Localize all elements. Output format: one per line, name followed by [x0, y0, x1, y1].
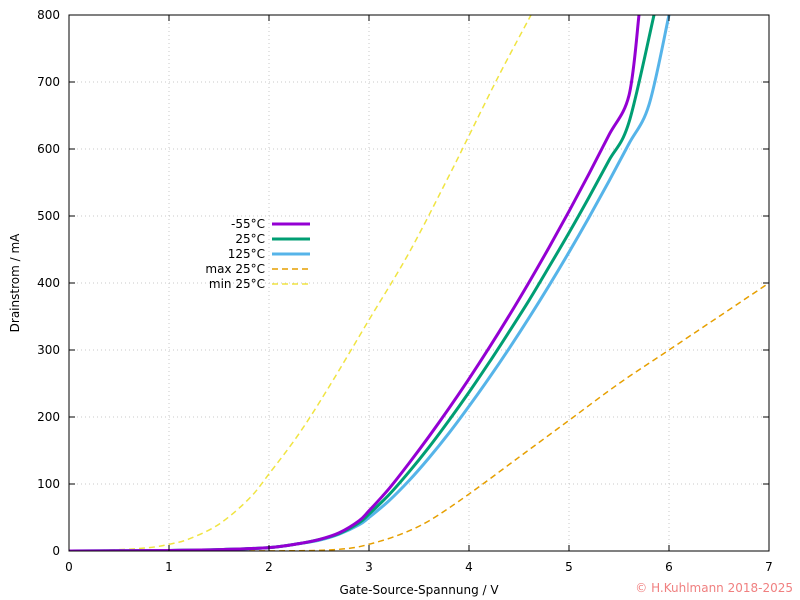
- grid: [69, 15, 769, 551]
- x-tick-label: 7: [765, 560, 773, 574]
- y-tick-label: 100: [37, 477, 60, 491]
- axis-ticks: 0 1 2 3 4 5 6 7 0 100 200 300 400 500 600 700 800: [37, 8, 773, 574]
- y-tick-label: 400: [37, 276, 60, 290]
- x-tick-label: 1: [165, 560, 173, 574]
- copyright-notice: © H.Kuhlmann 2018-2025: [635, 581, 793, 595]
- x-tick-label: 4: [465, 560, 473, 574]
- y-tick-label: 700: [37, 75, 60, 89]
- series-line-min-25-c: [69, 15, 532, 551]
- y-tick-label: 0: [52, 544, 60, 558]
- x-tick-label: 2: [265, 560, 273, 574]
- y-axis-label: Drainstrom / mA: [8, 233, 22, 332]
- legend-label: 25°C: [235, 232, 265, 246]
- y-tick-label: 200: [37, 410, 60, 424]
- legend-label: 125°C: [228, 247, 265, 261]
- series-line-55-c: [69, 15, 641, 551]
- x-axis-label: Gate-Source-Spannung / V: [339, 583, 499, 597]
- x-tick-label: 5: [565, 560, 573, 574]
- y-tick-label: 600: [37, 142, 60, 156]
- x-tick-label: 0: [65, 560, 73, 574]
- y-tick-label: 500: [37, 209, 60, 223]
- x-tick-label: 3: [365, 560, 373, 574]
- x-tick-label: 6: [665, 560, 673, 574]
- y-tick-label: 300: [37, 343, 60, 357]
- legend-label: min 25°C: [209, 277, 265, 291]
- legend-label: max 25°C: [205, 262, 265, 276]
- legend-label: -55°C: [231, 217, 265, 231]
- y-tick-label: 800: [37, 8, 60, 22]
